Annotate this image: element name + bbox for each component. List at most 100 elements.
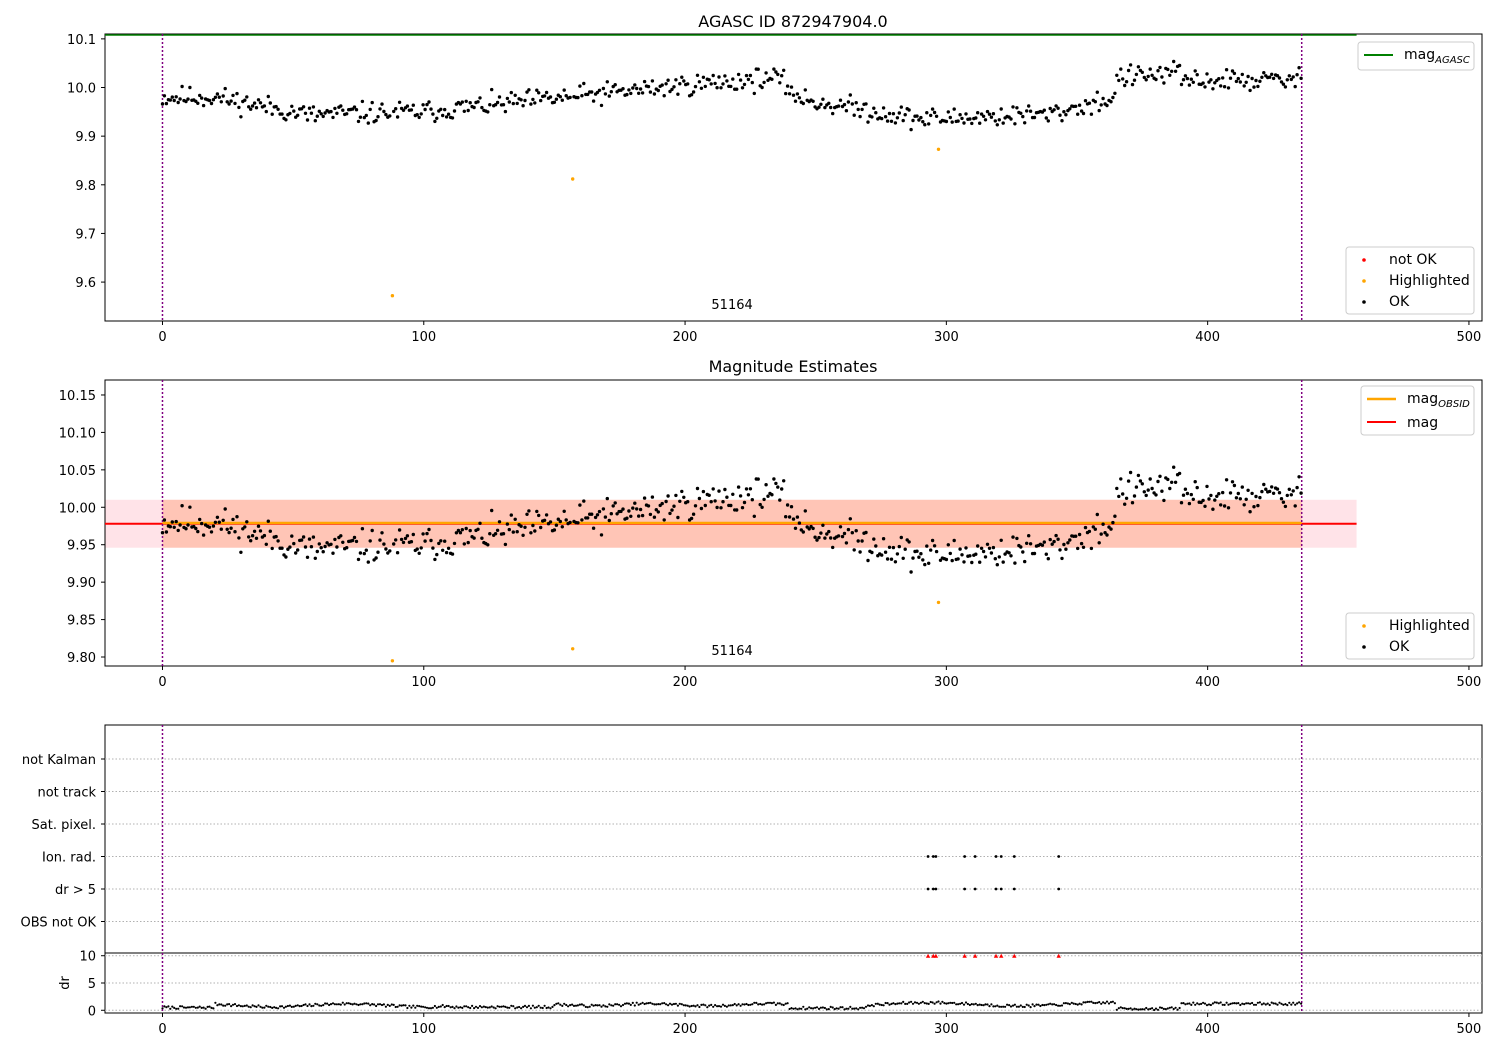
ok-point xyxy=(735,508,739,512)
ok-point xyxy=(901,118,905,123)
dr-point xyxy=(373,1003,376,1006)
dr-point xyxy=(1045,1003,1048,1006)
ok-point xyxy=(1226,506,1231,510)
dr-point xyxy=(578,1003,582,1006)
dr-point xyxy=(175,1007,178,1010)
ok-point xyxy=(160,102,165,106)
ok-point xyxy=(1089,546,1094,551)
ok-point xyxy=(339,104,343,108)
dr-point xyxy=(1227,1003,1230,1006)
ok-point xyxy=(1211,507,1215,511)
ok-point xyxy=(989,115,994,119)
agasc-legend-points[interactable]: not OK Highlighted OK xyxy=(1345,246,1475,315)
dr-point xyxy=(437,1005,440,1009)
ok-point xyxy=(1179,501,1184,505)
dr-point xyxy=(704,1004,707,1007)
dr-point xyxy=(1131,1008,1134,1011)
dr-point xyxy=(412,1004,415,1007)
dr-point xyxy=(847,1007,850,1010)
dr-point xyxy=(976,1004,979,1007)
ok-point xyxy=(1217,77,1221,81)
ok-point xyxy=(1109,100,1113,104)
dr-point xyxy=(1051,1003,1054,1006)
ok-point xyxy=(958,113,962,117)
ok-point xyxy=(552,528,557,532)
dr-point xyxy=(451,1005,454,1009)
ok-point xyxy=(776,72,780,77)
ok-point xyxy=(476,527,480,531)
dr-point xyxy=(643,1002,646,1006)
ok-point xyxy=(846,100,851,104)
ok-point xyxy=(1256,84,1260,89)
dr-point xyxy=(729,1004,732,1007)
dr-point xyxy=(404,1004,407,1007)
ok-point xyxy=(554,97,559,101)
dr-point xyxy=(902,1000,905,1004)
ok-point xyxy=(778,81,782,85)
dr-point xyxy=(469,1006,472,1010)
ok-point xyxy=(472,105,476,110)
ok-point xyxy=(243,525,247,529)
dr-point xyxy=(316,1003,319,1006)
ok-point xyxy=(1275,487,1280,491)
ok-point xyxy=(1250,76,1254,81)
ok-point xyxy=(1264,487,1268,491)
dr-point xyxy=(490,1005,493,1008)
dr-point xyxy=(1213,1001,1216,1004)
ok-point xyxy=(640,513,645,518)
ok-point xyxy=(1270,72,1274,77)
dr-point xyxy=(786,1002,789,1005)
ok-point xyxy=(770,77,774,82)
dr-point xyxy=(1070,1001,1073,1004)
ok-point xyxy=(956,557,960,561)
dr-point xyxy=(945,1002,948,1005)
dr-point xyxy=(1180,1002,1183,1005)
ok-point xyxy=(333,537,337,542)
dr-point xyxy=(194,1006,197,1009)
ok-point xyxy=(480,105,484,110)
dr-point xyxy=(561,1004,564,1008)
dr-point xyxy=(337,1003,340,1006)
dr-point xyxy=(631,1001,634,1005)
dr-point xyxy=(1205,1004,1209,1007)
ok-point xyxy=(233,530,237,534)
ok-point xyxy=(1234,79,1239,84)
ok-point xyxy=(231,93,235,98)
ok-point xyxy=(709,82,713,86)
ok-point xyxy=(874,544,878,548)
ok-point xyxy=(686,500,690,504)
dr-point xyxy=(165,1006,168,1009)
ok-point xyxy=(360,527,365,531)
ok-point xyxy=(1213,498,1217,502)
dr-point xyxy=(672,1002,676,1006)
ok-point xyxy=(784,91,788,96)
flag-point xyxy=(1057,855,1061,858)
ok-point xyxy=(533,529,537,533)
ok-point xyxy=(446,112,451,116)
dr-point xyxy=(608,1003,611,1006)
dr-point xyxy=(915,1001,919,1004)
flag-point xyxy=(926,855,930,858)
ok-point xyxy=(860,539,864,543)
estimates-legend-points[interactable]: Highlighted OK xyxy=(1345,612,1475,660)
ok-point xyxy=(460,528,464,532)
dr-point xyxy=(1237,1002,1240,1005)
agasc-axes-frame xyxy=(104,33,1483,322)
ok-point xyxy=(650,79,655,83)
ok-point xyxy=(323,544,327,549)
dr-point xyxy=(663,1002,666,1005)
ok-point xyxy=(729,503,733,508)
dr-point xyxy=(177,1007,180,1010)
dr-point xyxy=(1296,1002,1299,1005)
ok-point xyxy=(615,512,619,516)
x-tick-label: 500 xyxy=(1457,330,1482,345)
agasc-legend-lines[interactable]: magAGASC xyxy=(1357,41,1475,71)
dr-point xyxy=(218,1003,221,1006)
ok-point xyxy=(274,534,278,539)
estimates-legend-lines[interactable]: magOBSID mag xyxy=(1360,385,1475,436)
ok-point xyxy=(721,82,725,86)
ok-point xyxy=(621,507,625,511)
ok-point xyxy=(680,489,684,494)
dr-point xyxy=(543,1004,546,1007)
ok-point xyxy=(1185,491,1190,496)
